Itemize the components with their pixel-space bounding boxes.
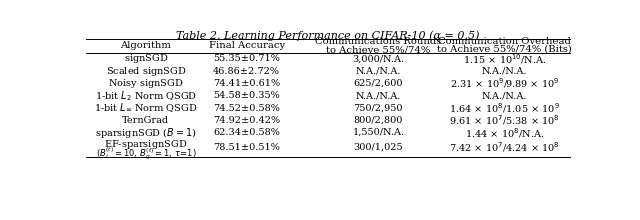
Text: 750/2,950: 750/2,950 bbox=[354, 104, 403, 112]
Text: N.A./N.A.: N.A./N.A. bbox=[356, 91, 401, 100]
Text: Algorithm: Algorithm bbox=[120, 41, 172, 50]
Text: 3,000/N.A.: 3,000/N.A. bbox=[352, 54, 404, 63]
Text: 46.86±2.72%: 46.86±2.72% bbox=[213, 67, 280, 75]
Text: EF-$\mathregular{sparsign}$SGD: EF-$\mathregular{sparsign}$SGD bbox=[104, 138, 188, 152]
Text: 800/2,800: 800/2,800 bbox=[354, 116, 403, 125]
Text: 300/1,025: 300/1,025 bbox=[353, 143, 403, 152]
Text: $(B_l^{(t)}=10,\,B_g^{(t)}=1,\,\tau\!=\!1)$: $(B_l^{(t)}=10,\,B_g^{(t)}=1,\,\tau\!=\!… bbox=[95, 145, 196, 161]
Text: to Achieve 55%/74%: to Achieve 55%/74% bbox=[326, 45, 431, 54]
Text: 1.44 × 10$^{8}$/N.A.: 1.44 × 10$^{8}$/N.A. bbox=[465, 126, 545, 139]
Text: 55.35±0.71%: 55.35±0.71% bbox=[213, 54, 280, 63]
Text: N.A./N.A.: N.A./N.A. bbox=[482, 67, 527, 75]
Text: N.A./N.A.: N.A./N.A. bbox=[482, 91, 527, 100]
Text: Noisy $\mathregular{sign}$SGD: Noisy $\mathregular{sign}$SGD bbox=[108, 77, 184, 90]
Text: 54.58±0.35%: 54.58±0.35% bbox=[213, 91, 280, 100]
Text: 1.15 × 10$^{10}$/N.A.: 1.15 × 10$^{10}$/N.A. bbox=[463, 52, 547, 66]
Text: 2.31 × 10$^{9}$/9.89 × 10$^{9}$: 2.31 × 10$^{9}$/9.89 × 10$^{9}$ bbox=[450, 77, 559, 90]
Text: Communications Rounds: Communications Rounds bbox=[316, 37, 442, 46]
Text: 1.64 × 10$^{8}$/1.05 × 10$^{9}$: 1.64 × 10$^{8}$/1.05 × 10$^{9}$ bbox=[449, 101, 560, 115]
Text: Communication Overhead: Communication Overhead bbox=[438, 37, 571, 46]
Text: 74.41±0.61%: 74.41±0.61% bbox=[213, 79, 280, 88]
Text: 1-bit $L_\infty$ Norm QSGD: 1-bit $L_\infty$ Norm QSGD bbox=[94, 102, 198, 114]
Text: 9.61 × 10$^{7}$/5.38 × 10$^{8}$: 9.61 × 10$^{7}$/5.38 × 10$^{8}$ bbox=[449, 114, 560, 127]
Text: to Achieve 55%/74% (Bits): to Achieve 55%/74% (Bits) bbox=[437, 45, 572, 54]
Text: Final Accuracy: Final Accuracy bbox=[209, 41, 285, 50]
Text: 78.51±0.51%: 78.51±0.51% bbox=[213, 143, 280, 152]
Text: $\mathregular{sign}$SGD: $\mathregular{sign}$SGD bbox=[124, 52, 168, 65]
Text: TernGrad: TernGrad bbox=[122, 116, 170, 125]
Text: 7.42 × 10$^{7}$/4.24 × 10$^{8}$: 7.42 × 10$^{7}$/4.24 × 10$^{8}$ bbox=[449, 140, 560, 154]
Text: 74.52±0.58%: 74.52±0.58% bbox=[213, 104, 280, 112]
Text: $\mathregular{sparsign}$SGD ($B=1$): $\mathregular{sparsign}$SGD ($B=1$) bbox=[95, 126, 196, 140]
Text: Table 2. Learning Performance on CIFAR-10 (α = 0.5): Table 2. Learning Performance on CIFAR-1… bbox=[176, 30, 480, 41]
Text: 625/2,600: 625/2,600 bbox=[354, 79, 403, 88]
Text: 1,550/N.A.: 1,550/N.A. bbox=[352, 128, 404, 137]
Text: 1-bit $L_2$ Norm QSGD: 1-bit $L_2$ Norm QSGD bbox=[95, 89, 197, 103]
Text: 62.34±0.58%: 62.34±0.58% bbox=[213, 128, 280, 137]
Text: 74.92±0.42%: 74.92±0.42% bbox=[213, 116, 280, 125]
Text: Scaled $\mathregular{sign}$SGD: Scaled $\mathregular{sign}$SGD bbox=[106, 64, 186, 78]
Text: N.A./N.A.: N.A./N.A. bbox=[356, 67, 401, 75]
